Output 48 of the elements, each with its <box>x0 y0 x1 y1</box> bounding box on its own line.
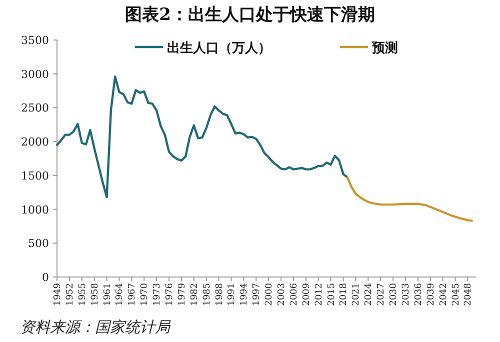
x-tick-label: 2012 <box>314 283 324 306</box>
x-tick-label: 2048 <box>464 282 474 306</box>
x-tick-label: 2036 <box>414 282 424 306</box>
x-tick-label: 1955 <box>78 282 88 306</box>
y-tick-label: 0 <box>42 271 49 284</box>
x-tick-label: 1970 <box>140 282 150 306</box>
y-tick-label: 2500 <box>21 102 49 115</box>
x-tick-label: 2000 <box>264 282 275 306</box>
x-tick-label: 1958 <box>90 282 100 306</box>
x-tick-label: 2033 <box>401 282 412 306</box>
x-tick-label: 1949 <box>53 282 63 306</box>
text: 资料来源：国家统计局 <box>20 318 171 336</box>
x-tick-label: 1967 <box>128 282 138 306</box>
y-tick-label: 1000 <box>21 203 49 216</box>
x-tick-label: 1964 <box>115 282 126 306</box>
x-tick-label: 1988 <box>214 282 225 306</box>
x-tick-label: 2045 <box>451 282 462 306</box>
y-tick-label: 2000 <box>21 136 49 149</box>
x-tick-label: 1976 <box>165 282 176 306</box>
x-tick-label: 2042 <box>438 283 449 306</box>
x-tick-label: 2021 <box>352 283 362 306</box>
legend-label: 出生人口（万人） <box>167 41 271 56</box>
chart-title: 图表2：出生人口处于快速下滑期 <box>125 5 375 25</box>
x-tick-label: 2039 <box>426 282 436 306</box>
x-tick-label: 1985 <box>202 282 212 306</box>
x-tick-label: 1961 <box>102 283 113 306</box>
x-tick-label: 2003 <box>277 282 288 306</box>
x-tick-label: 2006 <box>289 282 300 306</box>
x-tick-label: 1952 <box>65 283 76 306</box>
y-tick-label: 500 <box>28 237 49 250</box>
y-tick-label: 3500 <box>21 34 49 47</box>
line-series <box>56 75 348 198</box>
x-tick-label: 1979 <box>177 282 188 306</box>
x-tick-label: 1994 <box>240 282 250 306</box>
line-series <box>346 176 473 222</box>
x-tick-label: 2015 <box>326 282 337 306</box>
x-tick-label: 2009 <box>302 282 312 306</box>
x-tick-label: 1973 <box>152 282 163 306</box>
x-tick-label: 1991 <box>227 283 238 306</box>
x-tick-label: 2027 <box>376 282 387 306</box>
x-tick-label: 2030 <box>389 282 400 306</box>
x-tick-label: 1997 <box>252 282 262 306</box>
y-tick-label: 3000 <box>21 68 49 81</box>
legend-label: 预测 <box>371 41 398 56</box>
y-tick-label: 1500 <box>21 169 49 182</box>
x-tick-label: 2018 <box>339 282 350 306</box>
x-tick-label: 2024 <box>364 282 374 306</box>
x-tick-label: 1982 <box>190 283 200 306</box>
